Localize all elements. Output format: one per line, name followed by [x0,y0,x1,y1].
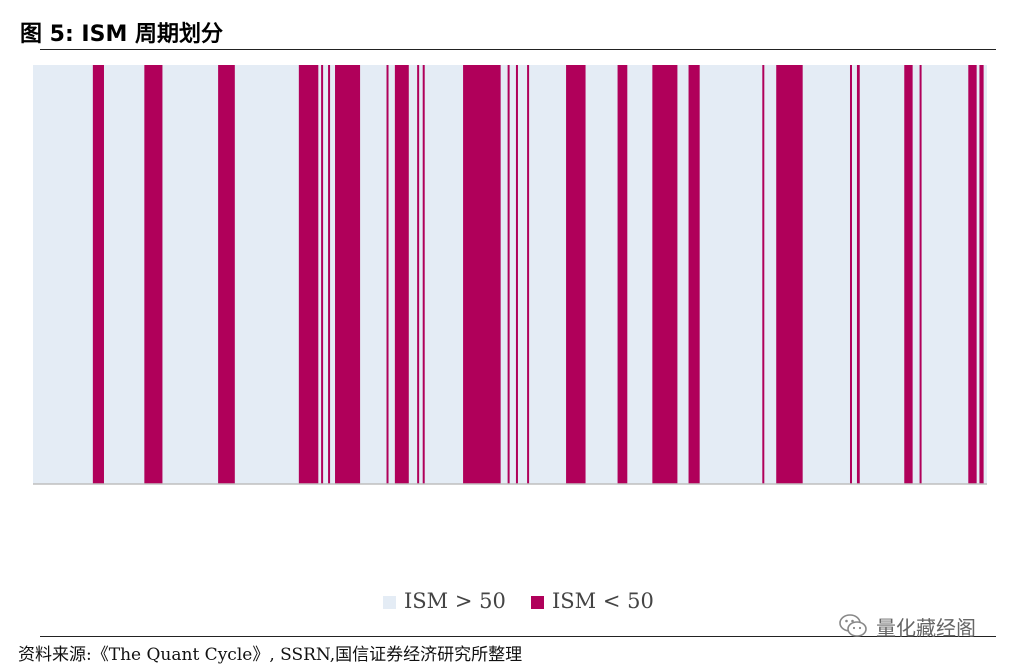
contraction-band [386,65,389,484]
ism-cycle-chart: Jul-63Jul-66Jul-69Jul-72Jul-75Jul-78Jul-… [0,50,1036,630]
contraction-band [328,65,331,484]
top-rule [40,49,996,50]
contraction-band [566,65,586,484]
contraction-band [394,65,409,484]
contraction-band [849,65,852,484]
watermark: 量化藏经阁 [838,611,976,641]
contraction-band [422,65,425,484]
contraction-band [919,65,922,484]
watermark-text: 量化藏经阁 [876,615,976,640]
contraction-band [652,65,678,484]
source-note: 资料来源:《The Quant Cycle》, SSRN,国信证券经济研究所整理 [18,645,523,665]
legend-label: ISM > 50 [404,589,506,613]
contraction-band [856,65,860,484]
contraction-band [515,65,518,484]
contraction-band [776,65,803,484]
contraction-band [463,65,501,484]
plot-background [33,65,987,484]
contraction-band [617,65,628,484]
contraction-band [979,65,984,484]
contraction-band [507,65,510,484]
contraction-band [218,65,235,484]
wechat-icon [839,614,867,637]
contraction-band [904,65,913,484]
contraction-band [417,65,420,484]
contraction-band [144,65,163,484]
contraction-band [968,65,977,484]
contraction-band [762,65,765,484]
contraction-band [688,65,700,484]
contraction-band [335,65,361,484]
legend-swatch [531,596,544,609]
legend-swatch [383,596,396,609]
bottom-rule [40,636,996,637]
legend-label: ISM < 50 [552,589,654,613]
contraction-band [527,65,530,484]
contraction-band [92,65,104,484]
contraction-band [298,65,319,484]
chart-svg: Jul-63Jul-66Jul-69Jul-72Jul-75Jul-78Jul-… [33,65,987,613]
contraction-band [321,65,324,484]
figure-title: 图 5: ISM 周期划分 [20,22,224,47]
